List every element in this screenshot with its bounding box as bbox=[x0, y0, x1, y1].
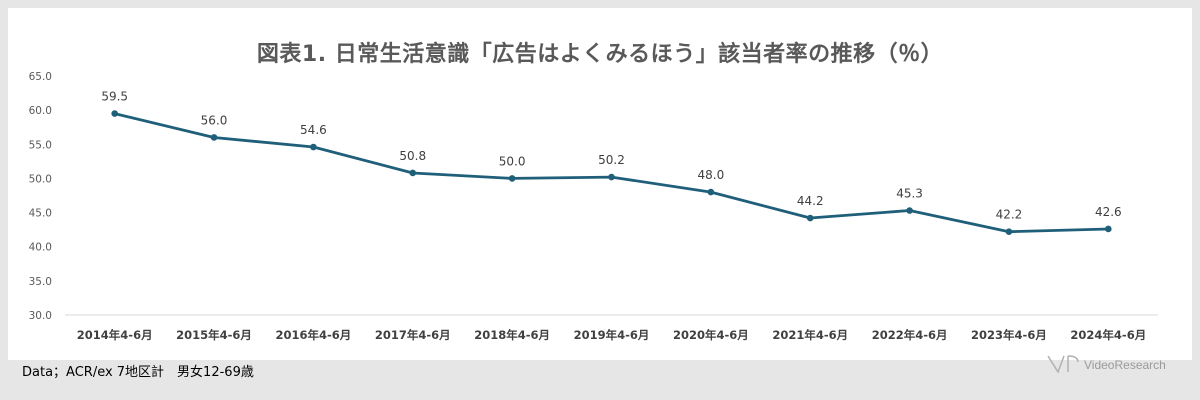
y-tick-label: 40.0 bbox=[29, 242, 52, 254]
data-label: 44.2 bbox=[797, 194, 824, 208]
y-tick-label: 35.0 bbox=[29, 276, 52, 288]
data-point bbox=[310, 143, 317, 151]
data-point bbox=[1105, 225, 1112, 233]
videoresearch-logo-icon bbox=[1047, 355, 1079, 374]
data-label: 54.6 bbox=[300, 123, 327, 137]
data-label: 42.6 bbox=[1095, 205, 1122, 219]
x-tick-label: 2019年4-6月 bbox=[574, 328, 650, 342]
data-label: 50.8 bbox=[399, 149, 426, 163]
data-label: 45.3 bbox=[896, 187, 923, 201]
line-chart: 30.0 35.0 40.0 45.0 50.0 55.0 60.0 65.0 2014年4-6… bbox=[29, 71, 1158, 342]
y-tick-label: 55.0 bbox=[29, 139, 52, 151]
x-tick-label: 2022年4-6月 bbox=[872, 328, 948, 342]
data-point bbox=[409, 169, 417, 177]
x-tick-label: 2021年4-6月 bbox=[772, 328, 848, 342]
data-point bbox=[608, 173, 615, 181]
series-line bbox=[113, 112, 1110, 234]
source-note: Data；ACR/ex 7地区計 男女12-69歳 bbox=[22, 365, 254, 380]
y-tick-label: 60.0 bbox=[29, 105, 52, 117]
y-tick-label: 30.0 bbox=[29, 310, 52, 322]
data-point bbox=[707, 188, 715, 196]
logo-text: VideoResearch bbox=[1084, 358, 1166, 372]
data-label: 59.5 bbox=[101, 90, 128, 104]
x-tick-label: 2020年4-6月 bbox=[673, 328, 749, 342]
x-tick-label: 2016年4-6月 bbox=[276, 328, 352, 342]
data-point bbox=[111, 110, 118, 117]
x-tick-label: 2024年4-6月 bbox=[1070, 328, 1146, 342]
data-label: 50.2 bbox=[598, 153, 625, 167]
x-tick-label: 2015年4-6月 bbox=[176, 328, 252, 342]
y-tick-label: 45.0 bbox=[29, 208, 52, 220]
y-tick-label: 50.0 bbox=[29, 173, 52, 185]
data-point bbox=[210, 134, 218, 141]
data-label: 56.0 bbox=[201, 113, 228, 127]
chart-title: 図表1. 日常生活意識「広告はよくみるほう」該当者率の推移（％） bbox=[256, 42, 944, 67]
x-tick-label: 2014年4-6月 bbox=[77, 328, 153, 342]
data-label: 42.2 bbox=[996, 208, 1023, 222]
x-tick-label: 2023年4-6月 bbox=[971, 328, 1047, 342]
data-point bbox=[1005, 228, 1013, 235]
data-label: 48.0 bbox=[698, 168, 725, 182]
y-tick-label: 65.0 bbox=[29, 71, 52, 83]
data-point bbox=[508, 175, 516, 182]
data-point bbox=[906, 207, 913, 214]
chart-card: 図表1. 日常生活意識「広告はよくみるほう」該当者率の推移（％） 30.0 35.… bbox=[8, 8, 1192, 360]
data-label: 50.0 bbox=[499, 154, 526, 168]
data-point bbox=[806, 214, 814, 222]
x-tick-label: 2018年4-6月 bbox=[474, 328, 550, 342]
x-tick-label: 2017年4-6月 bbox=[375, 328, 451, 342]
